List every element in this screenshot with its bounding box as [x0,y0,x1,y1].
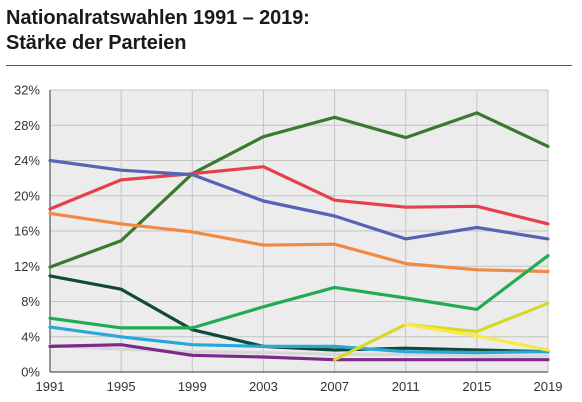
x-tick-label: 2015 [462,379,491,394]
chart-title-block: Nationalratswahlen 1991 – 2019: Stärke d… [6,6,578,56]
y-tick-label: 28% [14,118,40,133]
chart-subtitle: Stärke der Parteien [6,32,187,54]
series-line-10 [333,301,550,362]
y-tick-label: 24% [14,153,40,168]
series-line-7 [48,254,550,330]
series-line-3 [48,165,550,226]
y-tick-label: 12% [14,259,40,274]
y-tick-label: 16% [14,224,40,239]
series-line-5 [48,211,550,274]
x-tick-label: 1995 [107,379,136,394]
x-tick-label: 1999 [178,379,207,394]
x-tick-label: 2007 [320,379,349,394]
series-line-9 [48,343,550,362]
series-line-8 [48,325,550,355]
series-line-1 [48,344,550,358]
axes: 0% 4% 8% 12% 16% 20% 24% 28% 32% 1991 1995 1999 2003… [14,83,562,395]
x-tick-label: 2003 [249,379,278,394]
x-tick-label: 2019 [534,379,563,394]
title-divider [6,65,572,66]
series-line-6 [48,274,550,354]
series-line-11 [404,322,550,352]
y-tick-label: 4% [21,329,40,344]
y-tick-label: 32% [14,83,40,98]
chart-title: Nationalratswahlen 1991 – 2019: [6,7,310,29]
x-tick-label: 2011 [392,379,420,394]
x-tick-label: 1991 [36,379,65,394]
series-lines [48,111,550,362]
series-line-4 [48,158,550,241]
y-tick-label: 0% [21,365,40,380]
y-tick-label: 20% [14,188,40,203]
series-line-2 [48,111,550,269]
y-tick-label: 8% [21,294,40,309]
